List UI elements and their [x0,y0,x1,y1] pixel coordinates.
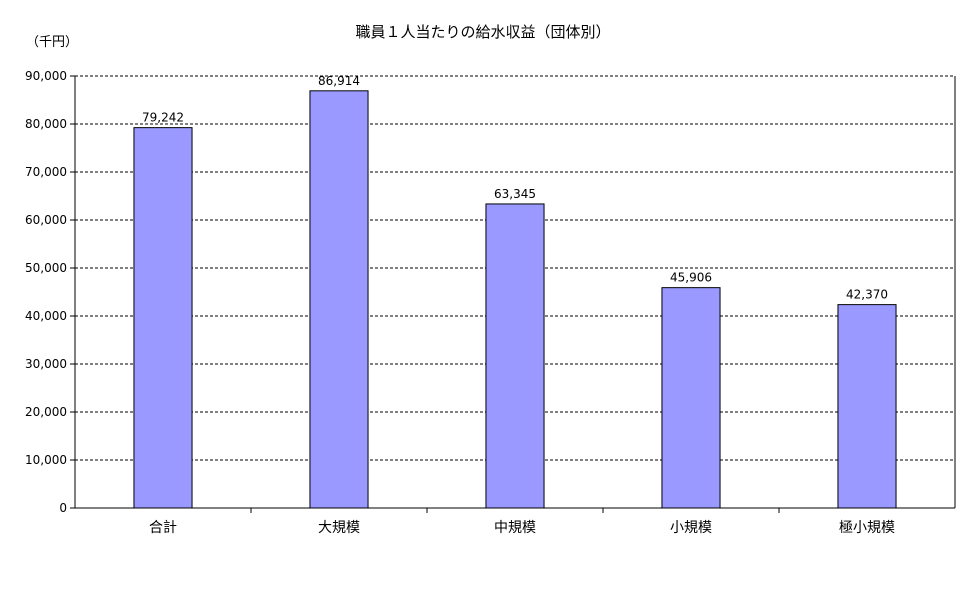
data-labels: 79,242 86,914 63,345 45,906 42,370 [142,74,888,302]
y-tick-label: 90,000 [25,69,67,83]
y-tick-label: 10,000 [25,453,67,467]
y-tick-label: 0 [59,501,67,515]
bar [309,90,369,509]
x-tick-label: 中規模 [494,520,536,536]
bar [837,304,897,509]
y-tick-label: 80,000 [25,117,67,131]
y-tick-label: 40,000 [25,309,67,323]
bar [133,127,193,509]
y-tick-label: 30,000 [25,357,67,371]
data-label: 86,914 [318,74,360,88]
x-tick-label: 極小規模 [839,520,895,536]
x-tick-label: 小規模 [670,520,712,536]
y-tick-label: 70,000 [25,165,67,179]
y-tick-label: 20,000 [25,405,67,419]
y-tick-label: 60,000 [25,213,67,227]
x-tick-label: 大規模 [318,520,360,536]
data-label: 79,242 [142,111,184,125]
x-tick-label: 合計 [149,520,177,536]
data-label: 42,370 [846,288,888,302]
x-axis-labels: 合計 大規模 中規模 小規模 極小規模 [149,520,895,536]
y-axis-ticks: 0 10,000 20,000 30,000 40,000 50,000 60,000 70,… [25,69,67,515]
bar [661,287,721,509]
y-axis-unit-label: （千円） [26,35,78,50]
chart-title: 職員１人当たりの給水収益（団体別） [355,23,610,41]
axes [70,75,956,513]
y-tick-label: 50,000 [25,261,67,275]
bar [485,203,545,509]
data-label: 45,906 [670,271,712,285]
data-label: 63,345 [494,187,536,201]
bars [133,90,897,509]
